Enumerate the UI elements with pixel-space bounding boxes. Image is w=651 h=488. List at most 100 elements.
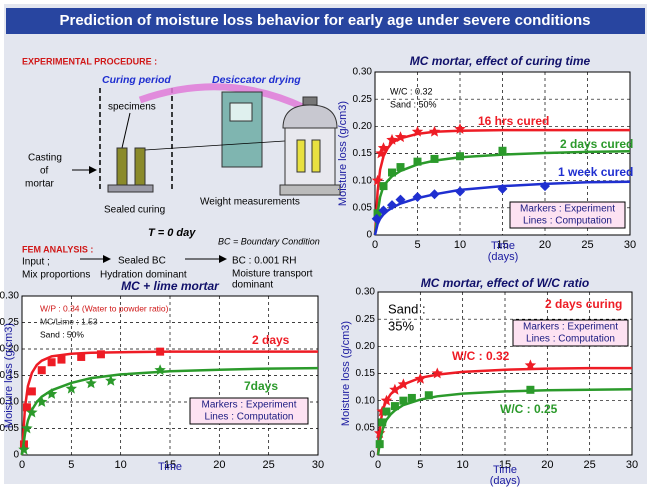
specimen	[135, 148, 145, 185]
y-tick-label: 0.20	[356, 341, 376, 352]
stage-label: BC : 0.001 RH	[232, 256, 296, 267]
annotation: Sand : 50%	[40, 329, 84, 339]
marker-square	[156, 348, 164, 356]
weight-measurements: Weight measurements	[200, 197, 300, 208]
desiccator-base	[280, 185, 340, 195]
legend-text: Lines : Computation	[526, 334, 615, 345]
marker-square	[97, 350, 105, 358]
x-axis-label: (days)	[490, 475, 521, 487]
series-label: 7days	[244, 379, 278, 393]
marker-square	[380, 182, 388, 190]
specimen	[297, 140, 305, 172]
y-tick-label: 0.25	[353, 94, 373, 105]
x-tick-label: 10	[454, 239, 466, 251]
y-tick-label: 0.20	[353, 121, 373, 132]
x-tick-label: 0	[375, 459, 381, 471]
specimen	[117, 148, 127, 185]
slide: Prediction of moisture loss behavior for…	[0, 0, 651, 488]
specimen	[312, 140, 320, 172]
x-tick-label: 0	[372, 239, 378, 251]
stage-label: Moisture transport	[232, 269, 313, 280]
x-tick-label: 25	[584, 459, 596, 471]
x-tick-label: 10	[457, 459, 469, 471]
marker-square	[456, 152, 464, 160]
input-label: Mix proportions	[22, 270, 90, 281]
x-tick-label: 30	[624, 239, 636, 251]
x-tick-label: 5	[68, 459, 74, 471]
procedure-heading: EXPERIMENTAL PROCEDURE :	[22, 56, 157, 66]
x-tick-label: 25	[263, 459, 275, 471]
annotation: 35%	[388, 318, 414, 333]
legend-text: Markers : Experiment	[520, 204, 615, 215]
legend-text: Lines : Computation	[205, 412, 294, 423]
casting-label: of	[40, 166, 49, 177]
input-label: Input ;	[22, 257, 50, 268]
x-tick-label: 30	[312, 459, 324, 471]
legend-text: Lines : Computation	[523, 216, 612, 227]
casting-label: Casting	[28, 153, 62, 164]
y-tick-label: 0.30	[356, 287, 376, 298]
chart-title: MC + lime mortar	[121, 279, 220, 293]
y-tick-label: 0.30	[353, 67, 373, 78]
marker-square	[378, 418, 386, 426]
annotation: Sand : 50%	[390, 99, 437, 109]
legend-text: Markers : Experiment	[523, 322, 618, 333]
x-tick-label: 10	[115, 459, 127, 471]
marker-square	[38, 366, 46, 374]
desiccator	[285, 128, 335, 185]
x-tick-label: 20	[213, 459, 225, 471]
marker-square	[57, 356, 65, 364]
scale-display	[230, 103, 252, 121]
y-tick-label: 0.25	[356, 314, 376, 325]
x-tick-label: 20	[541, 459, 553, 471]
series-label: W/C : 0.25	[500, 402, 558, 416]
x-tick-label: 5	[414, 239, 420, 251]
marker-square	[391, 402, 399, 410]
legend-text: Markers : Experiment	[201, 400, 296, 411]
annotation: W/C : 0.32	[390, 86, 433, 96]
chart-title: MC mortar, effect of curing time	[410, 54, 591, 68]
bc-definition: BC = Boundary Condition	[218, 236, 320, 246]
x-tick-label: 0	[19, 459, 25, 471]
y-tick-label: 0.10	[356, 395, 376, 406]
y-tick-label: 0.15	[353, 148, 373, 159]
series-label: 1 week cured	[558, 165, 633, 179]
x-tick-label: 30	[626, 459, 638, 471]
specimens-label: specimens	[108, 102, 156, 113]
marker-square	[399, 397, 407, 405]
y-tick-label: 0.05	[356, 422, 376, 433]
fem-heading: FEM ANALYSIS :	[22, 244, 93, 254]
casting-label: mortar	[25, 179, 55, 190]
y-tick-label: 0.05	[353, 202, 373, 213]
y-axis-label: Moisture loss (g/cm3)	[3, 323, 15, 428]
desiccator-knob	[303, 97, 317, 105]
marker-square	[526, 386, 534, 394]
marker-square	[28, 387, 36, 395]
x-tick-label: 20	[539, 239, 551, 251]
annotation: 2 days curing	[545, 297, 622, 311]
chart-title: MC mortar, effect of W/C ratio	[421, 276, 589, 290]
series-label: 2 days cured	[560, 137, 633, 151]
y-axis-label: Moisture loss (g/cm3)	[340, 321, 352, 426]
y-tick-label: 0.15	[356, 368, 376, 379]
marker-square	[388, 169, 396, 177]
annotation: Sand :	[388, 301, 426, 316]
plate	[108, 185, 153, 192]
y-axis-label: Moisture loss (g/cm3)	[337, 101, 349, 206]
sealed-curing: Sealed curing	[104, 205, 165, 216]
marker-square	[499, 147, 507, 155]
marker-square	[431, 155, 439, 163]
start-time: T = 0 day	[148, 227, 196, 239]
series-label: 16 hrs cured	[478, 114, 549, 128]
curing-period: Curing period	[102, 74, 171, 86]
marker-square	[382, 408, 390, 416]
annotation: MC/Lime : 1.53	[40, 316, 98, 326]
series-label: W/C : 0.32	[452, 349, 510, 363]
series-label: 2 days	[252, 333, 290, 347]
x-axis-label: Time	[158, 461, 182, 473]
y-tick-label: 0.30	[0, 291, 19, 302]
stage-label: Sealed BC	[118, 256, 166, 267]
marker-square	[77, 353, 85, 361]
marker-square	[376, 440, 384, 448]
marker-square	[408, 394, 416, 402]
